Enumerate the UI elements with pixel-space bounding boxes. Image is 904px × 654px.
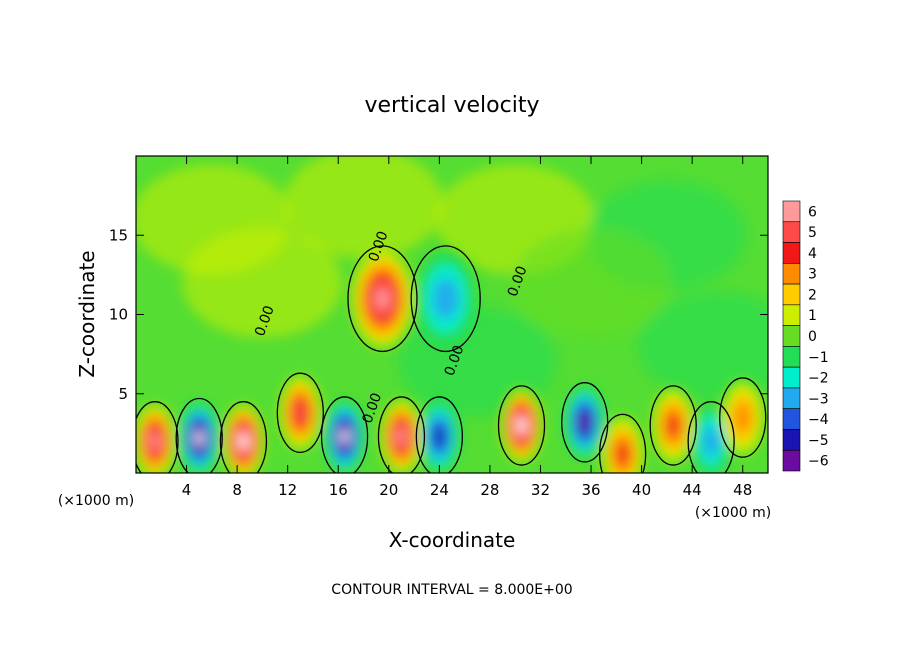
velocity-cell (352, 250, 413, 347)
colorbar-label: −3 (808, 391, 829, 407)
zero-contour (649, 385, 697, 466)
x-tick-label: 4 (182, 481, 192, 499)
zero-contour (410, 245, 481, 353)
x-tick-label: 36 (581, 481, 600, 499)
y-tick-label: 5 (118, 385, 128, 403)
x-tick-label: 32 (531, 481, 550, 499)
colorbar-swatch (782, 325, 801, 347)
velocity-cell (653, 389, 694, 462)
colorbar-swatch (782, 221, 801, 243)
y-axis-label: Z-coordinate (75, 250, 99, 377)
colorbar-label: −1 (808, 350, 829, 366)
zero-contour (598, 413, 647, 473)
x-tick-label: 40 (632, 481, 651, 499)
colorbar-label: 1 (808, 308, 817, 324)
background-patch (283, 156, 444, 259)
velocity-cell (691, 405, 732, 473)
zero-contour (719, 377, 767, 458)
velocity-cell (602, 417, 643, 473)
colorbar-swatch (782, 263, 801, 285)
zero-contour (561, 382, 609, 463)
x-tick-label: 12 (278, 481, 297, 499)
colorbar-swatch (782, 449, 801, 472)
colorbar-swatch (782, 346, 801, 368)
colorbar-label: 0 (808, 329, 817, 345)
colorbar-swatch (782, 408, 801, 430)
velocity-cell (280, 376, 321, 449)
colorbar-label: −5 (808, 433, 829, 449)
x-tick-label: 20 (379, 481, 398, 499)
zero-contour (136, 401, 179, 473)
background-patch (637, 291, 768, 402)
colorbar-label: −6 (808, 454, 829, 470)
zero-contour (377, 396, 426, 473)
colorbar-label: −2 (808, 371, 829, 387)
colorbar-swatch (782, 366, 801, 389)
zero-contour (415, 396, 464, 473)
zero-contour (687, 401, 735, 473)
x-axis-label: X-coordinate (389, 528, 516, 552)
colorbar-swatch (782, 304, 801, 326)
velocity-cell (501, 389, 542, 462)
colorbar-label: 6 (808, 204, 817, 220)
y-tick-label: 10 (109, 306, 128, 324)
velocity-cell (564, 386, 605, 459)
colorbar-swatch (782, 242, 801, 264)
background-patch (182, 227, 343, 338)
background-patch (511, 227, 672, 338)
colorbar-label: −4 (808, 412, 829, 428)
velocity-cell (419, 400, 460, 473)
x-tick-label: 16 (329, 481, 348, 499)
velocity-cell (223, 405, 264, 473)
colorbar-swatch (782, 283, 801, 306)
contour-interval-label: CONTOUR INTERVAL = 8.000E+00 (331, 582, 572, 598)
x-tick-label: 24 (430, 481, 449, 499)
colorbar-swatch (782, 200, 801, 223)
zero-contour (276, 372, 324, 454)
x-tick-label: 44 (683, 481, 702, 499)
colorbar-swatch (782, 429, 801, 451)
colorbar-label: 5 (808, 225, 817, 241)
colorbar-label: 2 (808, 287, 817, 303)
zero-contour (497, 385, 546, 466)
x-tick-label: 28 (480, 481, 499, 499)
y-tick-label: 15 (109, 226, 128, 244)
velocity-cell (179, 402, 220, 473)
velocity-cell (381, 400, 422, 473)
x-tick-label: 8 (232, 481, 242, 499)
velocity-cell (722, 381, 763, 454)
colorbar-label: 4 (808, 246, 817, 262)
y-unit-label: (×1000 m) (695, 505, 771, 521)
colorbar-swatch (782, 387, 801, 409)
colorbar: 6 5 4 3 2 1 0 −1 −2 −3 −4 −5 −6 (782, 200, 829, 472)
plot-area (136, 156, 768, 473)
velocity-cell (136, 405, 175, 473)
zero-contour (347, 245, 418, 353)
x-unit-label: (×1000 m) (58, 493, 134, 509)
velocity-cell (324, 400, 365, 473)
zero-contour (320, 396, 369, 473)
chart-title: vertical velocity (364, 93, 539, 118)
x-tick-label: 48 (733, 481, 752, 499)
colorbar-label: 3 (808, 267, 817, 283)
zero-contour (219, 401, 268, 473)
zero-contour (175, 397, 223, 473)
velocity-cell (415, 250, 476, 347)
